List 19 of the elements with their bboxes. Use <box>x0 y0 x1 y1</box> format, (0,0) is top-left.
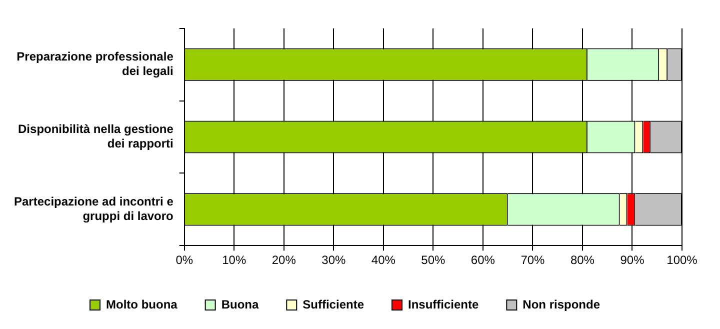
x-tick-label: 80% <box>570 253 595 268</box>
x-tick-label: 20% <box>272 253 296 268</box>
x-tick-label: 40% <box>371 253 396 268</box>
x-tick-label: 50% <box>421 253 446 268</box>
x-tick-label: 60% <box>470 253 496 268</box>
legend-label: Sufficiente <box>302 297 364 312</box>
legend-label: Non risponde <box>522 297 600 312</box>
legend-label: Insufficiente <box>408 297 479 312</box>
y-tick-label: Partecipazione ad incontri e gruppi di lavoro <box>14 194 174 223</box>
x-tick-label: 30% <box>322 253 346 268</box>
x-tick-label: 10% <box>222 253 246 268</box>
x-tick-label: 70% <box>520 253 546 268</box>
legend-label: Buona <box>221 297 259 312</box>
x-tick-label: 0% <box>176 253 194 268</box>
x-tick-label: 100% <box>666 253 698 268</box>
y-tick-label: Preparazione professionale dei legali <box>16 50 174 78</box>
legend-label: Molto buona <box>106 297 178 312</box>
y-tick-label: Disponibilità nella gestione dei rapporti <box>18 122 174 151</box>
x-tick-label: 90% <box>620 253 645 268</box>
